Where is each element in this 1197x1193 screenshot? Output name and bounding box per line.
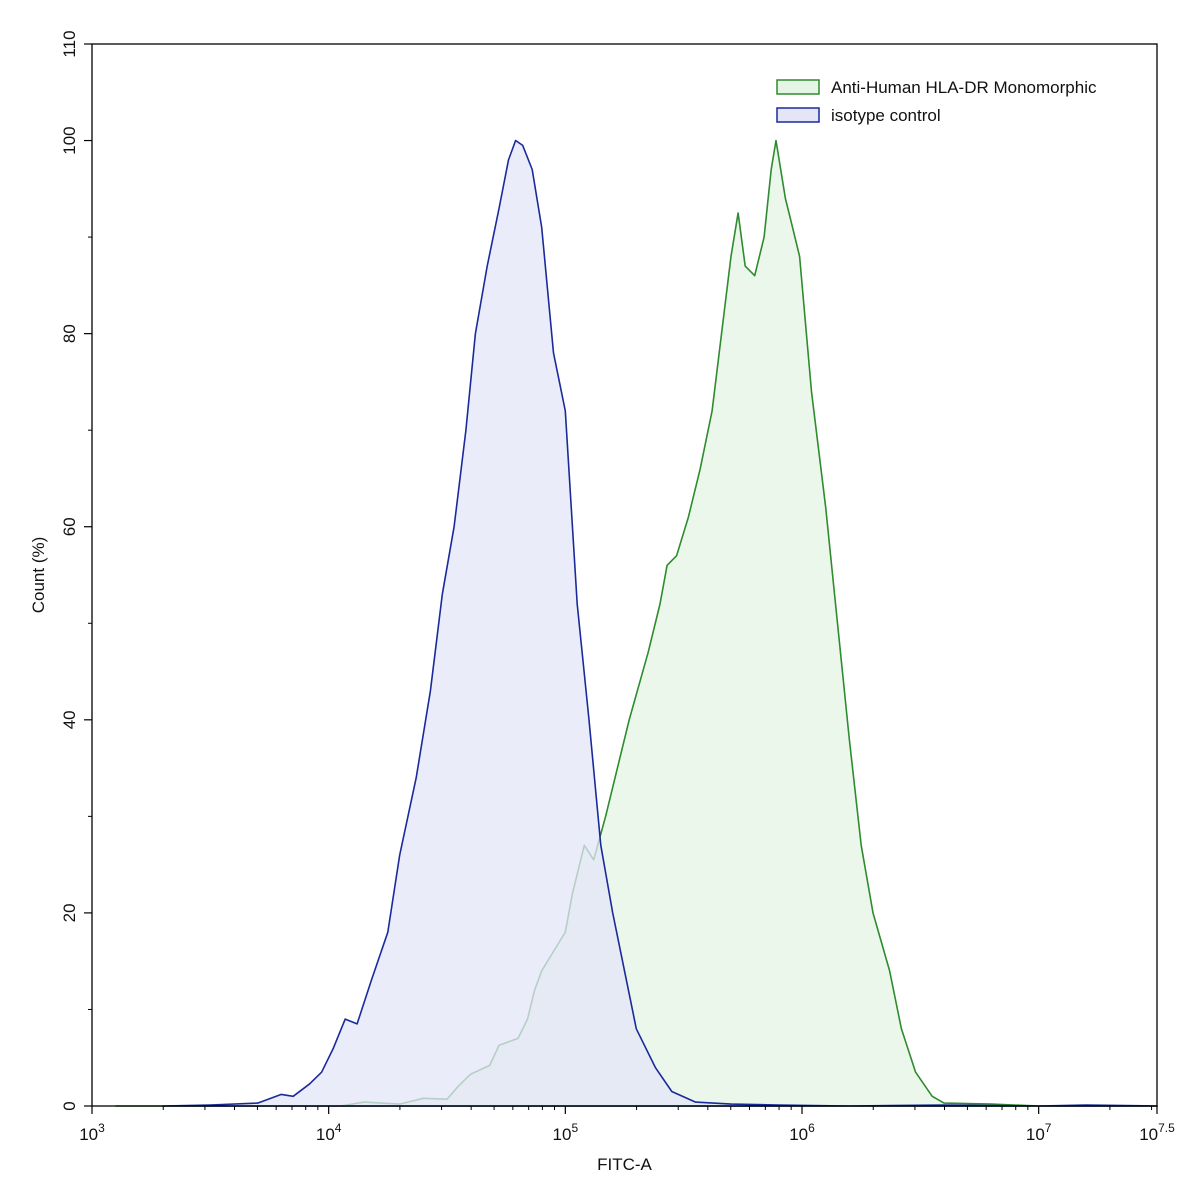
y-tick-label: 80: [60, 324, 79, 343]
x-tick-label: 105: [553, 1121, 579, 1144]
x-tick-base: 10: [789, 1125, 808, 1144]
legend-label: isotype control: [831, 106, 941, 125]
x-axis-ticks: 103 104 105 106 107 107.5: [79, 1106, 1175, 1144]
x-tick-exponent: 4: [335, 1121, 342, 1135]
y-tick-label: 110: [60, 30, 79, 57]
x-tick-base: 10: [1139, 1125, 1158, 1144]
x-tick-exponent: 6: [808, 1121, 815, 1135]
x-tick-exponent: 7: [1045, 1121, 1052, 1135]
x-tick-exponent: 7.5: [1158, 1121, 1175, 1135]
x-tick-base: 10: [1026, 1125, 1045, 1144]
legend-swatch: [776, 79, 820, 95]
legend: Anti-Human HLA-DR Monomorphic isotype con…: [776, 78, 1097, 125]
x-tick-exponent: 3: [98, 1121, 105, 1135]
x-tick-label: 107: [1026, 1121, 1052, 1144]
y-tick-label: 0: [60, 1101, 79, 1110]
series-area-1: [162, 139, 1158, 1107]
x-axis-title: FITC-A: [597, 1155, 652, 1174]
y-tick-label: 20: [60, 903, 79, 922]
y-axis-title: Count (%): [29, 537, 48, 614]
x-tick-label: 103: [79, 1121, 105, 1144]
x-tick-label: 104: [316, 1121, 342, 1144]
y-tick-label: 40: [60, 710, 79, 729]
legend-label: Anti-Human HLA-DR Monomorphic: [831, 78, 1097, 97]
y-axis-ticks: 0 20 40 60 80 100 110: [60, 30, 92, 1111]
legend-swatch: [776, 107, 820, 123]
x-tick-label: 107.5: [1139, 1121, 1175, 1144]
y-tick-label: 100: [60, 126, 79, 154]
x-tick-exponent: 5: [571, 1121, 578, 1135]
x-tick-base: 10: [79, 1125, 98, 1144]
x-tick-base: 10: [316, 1125, 335, 1144]
y-tick-label: 60: [60, 517, 79, 536]
plot-frame: [91, 43, 1158, 1107]
x-tick-label: 106: [789, 1121, 815, 1144]
series-area-0: [114, 139, 1158, 1107]
series-areas: [114, 139, 1158, 1107]
x-tick-base: 10: [553, 1125, 572, 1144]
